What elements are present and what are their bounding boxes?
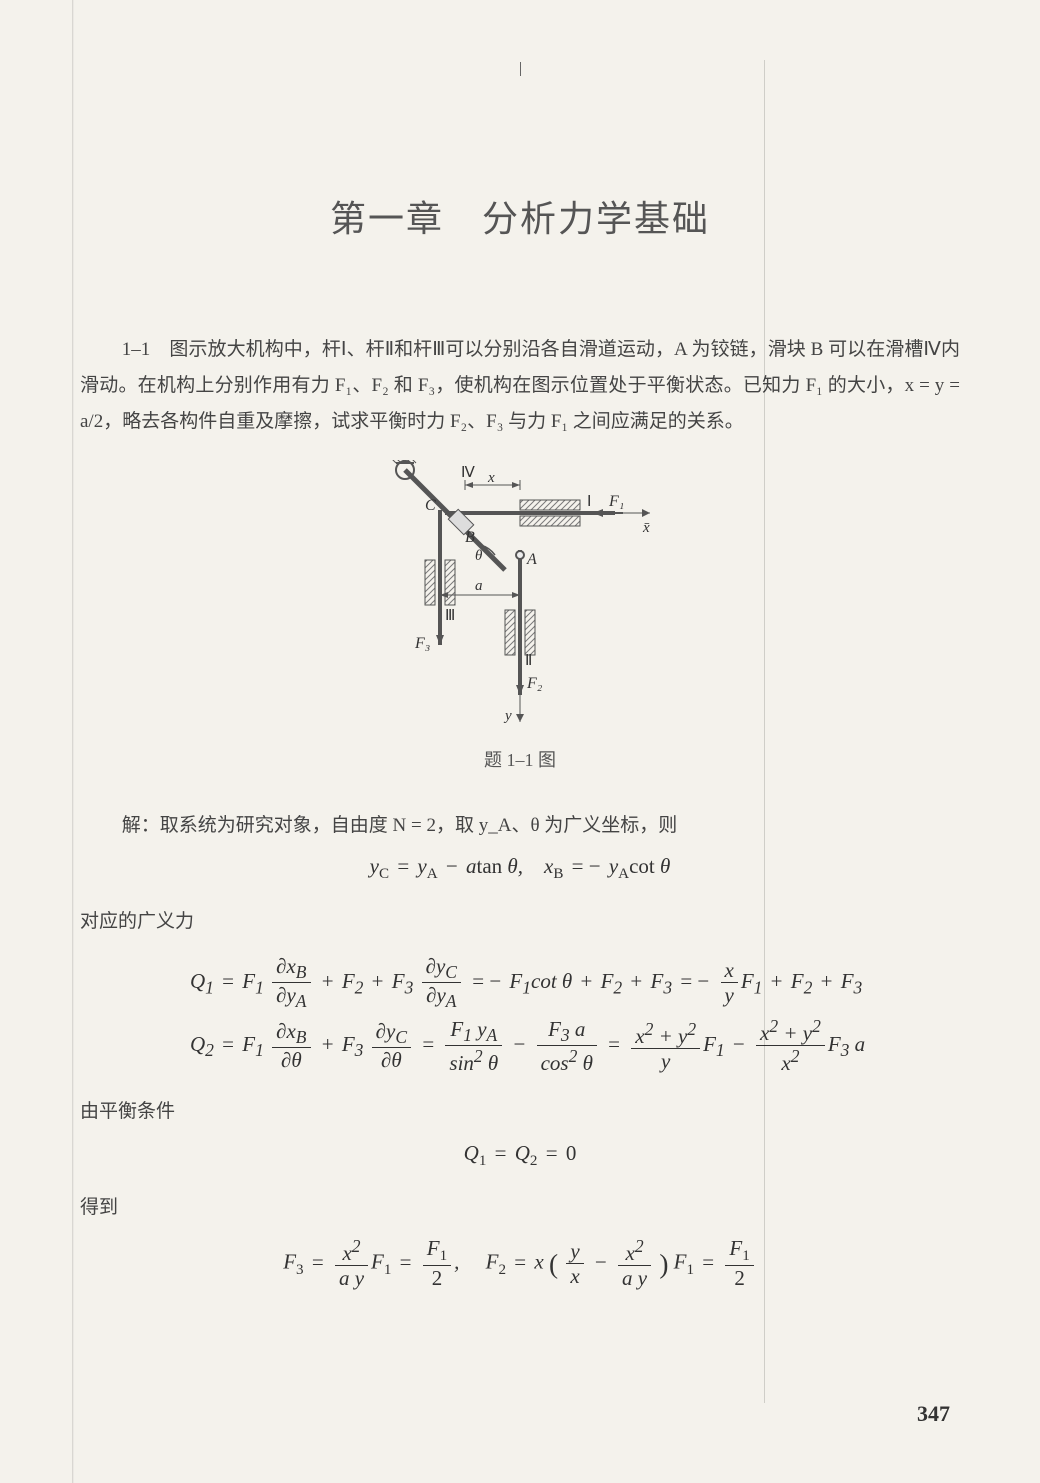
page-container: 第一章 分析力学基础 1–1 图示放大机构中，杆Ⅰ、杆Ⅱ和杆Ⅲ可以分别沿各自滑道… xyxy=(0,0,1040,1483)
figure-caption: 题 1–1 图 xyxy=(365,746,675,772)
equation-coordinates: yC = yA − atan θ, xB = − yAcot θ xyxy=(80,854,960,883)
mechanism-diagram: Ⅳ Ⅰ Ⅱ Ⅲ C B A F₁ F₂ F₃ x x̄ a y θ xyxy=(365,460,675,740)
scan-edge-shadow xyxy=(72,0,74,1483)
label-y: y xyxy=(503,708,512,724)
solution-intro: 解：取系统为研究对象，自由度 N = 2，取 y_A、θ 为广义坐标，则 xyxy=(80,808,960,844)
label-II: Ⅱ xyxy=(525,653,532,669)
label-B: B xyxy=(465,529,475,546)
label-III: Ⅲ xyxy=(445,608,455,624)
equation-Q1-Q2: Q1 = F1 ∂xB∂yA + F2 + F3 ∂yC∂yA = − F1co… xyxy=(80,954,960,1077)
problem-statement: 1–1 图示放大机构中，杆Ⅰ、杆Ⅱ和杆Ⅲ可以分别沿各自滑道运动，A 为铰链，滑块… xyxy=(80,332,960,440)
label-equilibrium: 由平衡条件 xyxy=(80,1094,960,1130)
label-F1: F₁ xyxy=(608,493,624,510)
label-result: 得到 xyxy=(80,1190,960,1226)
page-number: 347 xyxy=(917,1401,950,1427)
equation-result: F3 = x2a yF1 = F12, F2 = x ( yx − x2a y … xyxy=(80,1236,960,1292)
label-theta: θ xyxy=(475,548,483,564)
equation-Q2: Q2 = F1 ∂xB∂θ + F3 ∂yC∂θ = F1 yAsin2 θ −… xyxy=(190,1016,960,1076)
label-generalized-forces: 对应的广义力 xyxy=(80,904,960,940)
chapter-title: 第一章 分析力学基础 xyxy=(80,190,960,242)
equation-Q1: Q1 = F1 ∂xB∂yA + F2 + F3 ∂yC∂yA = − F1co… xyxy=(190,954,960,1013)
label-IV: Ⅳ xyxy=(461,465,475,481)
label-a: a xyxy=(475,578,483,594)
label-xb: x̄ xyxy=(642,520,650,536)
figure-1-1: Ⅳ Ⅰ Ⅱ Ⅲ C B A F₁ F₂ F₃ x x̄ a y θ 题 1–1 … xyxy=(365,460,675,772)
label-F2: F₂ xyxy=(526,675,543,692)
equation-equilibrium: Q1 = Q2 = 0 xyxy=(80,1141,960,1170)
label-C: C xyxy=(425,497,436,514)
label-A: A xyxy=(526,551,537,568)
label-x: x xyxy=(487,470,495,486)
problem-body: 图示放大机构中，杆Ⅰ、杆Ⅱ和杆Ⅲ可以分别沿各自滑道运动，A 为铰链，滑块 B 可… xyxy=(80,339,960,432)
label-F3: F₃ xyxy=(414,635,430,652)
scan-edge-line xyxy=(764,60,765,1403)
page-top-tick xyxy=(520,62,521,76)
label-I: Ⅰ xyxy=(587,494,591,510)
problem-number: 1–1 xyxy=(122,339,151,360)
